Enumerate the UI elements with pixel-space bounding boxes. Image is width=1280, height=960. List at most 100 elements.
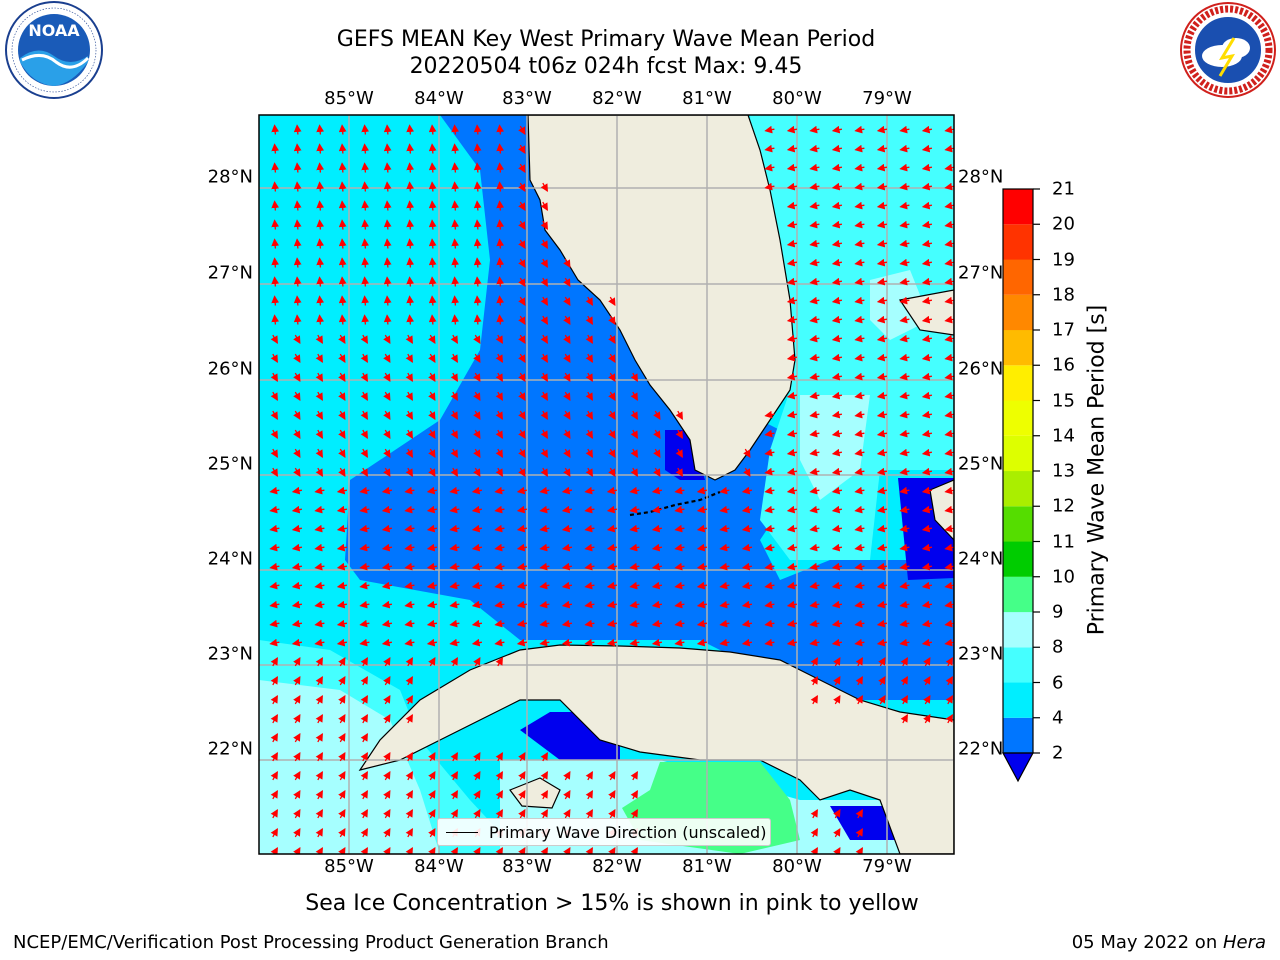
wave-direction-arrow [381, 543, 393, 552]
wave-direction-arrow [361, 219, 370, 230]
wave-direction-arrow [270, 353, 278, 364]
wave-direction-arrow [540, 296, 548, 307]
wave-direction-arrow [878, 694, 886, 705]
wave-direction-arrow [336, 486, 348, 495]
wave-direction-arrow [764, 543, 775, 552]
wave-direction-arrow [563, 391, 571, 402]
wave-direction-arrow [921, 581, 933, 590]
wave-direction-arrow [405, 675, 413, 686]
wave-direction-arrow [944, 182, 954, 191]
wave-direction-arrow [653, 467, 661, 478]
wave-direction-arrow [563, 258, 571, 269]
colorbar-tick-label: 2 [1052, 742, 1064, 764]
wave-direction-arrow [516, 581, 528, 590]
wave-direction-arrow [291, 543, 303, 552]
wave-direction-arrow [426, 581, 438, 590]
colorbar-tick-label: 17 [1052, 319, 1075, 341]
wave-direction-arrow [293, 257, 302, 268]
wave-direction-arrow [833, 808, 841, 819]
wave-direction-arrow [360, 656, 368, 667]
wave-direction-arrow [921, 410, 933, 419]
colorbar-tick-label: 20 [1052, 213, 1075, 235]
wave-direction-arrow [831, 277, 843, 286]
wave-direction-arrow [876, 239, 888, 248]
lon-tick-label-bottom: 82°W [592, 856, 642, 877]
wave-direction-arrow [674, 581, 685, 590]
wave-direction-arrow [606, 638, 618, 647]
wave-direction-arrow [496, 295, 505, 306]
wave-direction-arrow [338, 656, 346, 667]
wave-direction-arrow [495, 808, 503, 819]
wave-direction-arrow [876, 619, 888, 628]
wave-direction-arrow [606, 543, 618, 552]
wave-direction-arrow [944, 239, 954, 248]
wave-direction-arrow [764, 448, 775, 457]
wave-direction-arrow [404, 524, 415, 533]
wave-direction-arrow [923, 656, 931, 667]
lat-tick-label-left: 22°N [207, 738, 253, 760]
wave-direction-arrow [360, 675, 368, 686]
wave-direction-arrow [786, 315, 798, 324]
wave-direction-arrow [496, 124, 505, 135]
wave-direction-arrow [786, 220, 798, 229]
wave-direction-arrow [608, 372, 616, 383]
colorbar-bin [1003, 471, 1033, 507]
colorbar-tick-label: 16 [1052, 354, 1075, 376]
wave-direction-arrow [496, 143, 505, 154]
wave-direction-arrow [786, 638, 798, 647]
wave-direction-arrow [741, 543, 753, 552]
wave-direction-arrow [921, 467, 933, 476]
wave-direction-arrow [809, 182, 820, 191]
wave-direction-arrow [405, 429, 413, 440]
wave-direction-arrow [831, 125, 843, 134]
wave-direction-arrow [876, 258, 888, 267]
wave-direction-arrow [944, 448, 954, 457]
wave-direction-arrow [404, 581, 415, 590]
wave-direction-arrow [674, 505, 685, 514]
wave-direction-arrow [494, 600, 505, 609]
wave-direction-arrow [495, 751, 503, 762]
wave-direction-arrow [293, 295, 302, 306]
wave-direction-arrow [361, 238, 370, 249]
wave-direction-arrow [338, 713, 346, 724]
wave-direction-arrow [270, 827, 278, 838]
wave-direction-arrow [428, 770, 436, 781]
wave-direction-arrow [606, 505, 618, 514]
wave-direction-arrow [360, 694, 368, 705]
wave-direction-arrow [608, 770, 616, 781]
wave-direction-arrow [855, 656, 863, 667]
lat-tick-label-right: 24°N [958, 548, 1004, 570]
colorbar-label: Primary Wave Mean Period [s] [1084, 304, 1110, 636]
wave-direction-arrow [360, 770, 368, 781]
colorbar-tick-label: 14 [1052, 425, 1075, 447]
wave-direction-arrow [653, 429, 661, 440]
wave-direction-arrow [585, 467, 593, 478]
wave-direction-arrow [831, 239, 843, 248]
wave-direction-arrow [383, 257, 392, 268]
wave-direction-arrow [361, 162, 370, 173]
wave-direction-arrow [449, 600, 460, 609]
wave-direction-arrow [831, 220, 843, 229]
wave-direction-arrow [496, 181, 505, 192]
wave-direction-arrow [876, 182, 888, 191]
wave-direction-arrow [496, 276, 505, 287]
wave-direction-arrow [674, 638, 685, 647]
cuba-land [358, 644, 954, 854]
wave-direction-arrow [270, 846, 278, 854]
wave-direction-arrow [899, 638, 910, 647]
wave-direction-arrow [293, 372, 301, 383]
wave-direction-arrow [810, 808, 818, 819]
wave-direction-arrow [585, 846, 593, 854]
wave-direction-arrow [338, 353, 346, 364]
wave-direction-arrow [336, 524, 348, 533]
lon-tick-label-top: 82°W [592, 88, 642, 109]
wave-direction-arrow [584, 619, 595, 628]
wave-direction-arrow [540, 315, 548, 326]
wave-direction-arrow [854, 239, 865, 248]
wave-direction-arrow [540, 467, 548, 478]
wave-direction-arrow [854, 334, 865, 343]
wave-direction-arrow [338, 334, 346, 345]
colorbar-bin [1003, 400, 1033, 436]
wave-direction-arrow [831, 429, 843, 438]
wave-direction-arrow [651, 524, 663, 533]
